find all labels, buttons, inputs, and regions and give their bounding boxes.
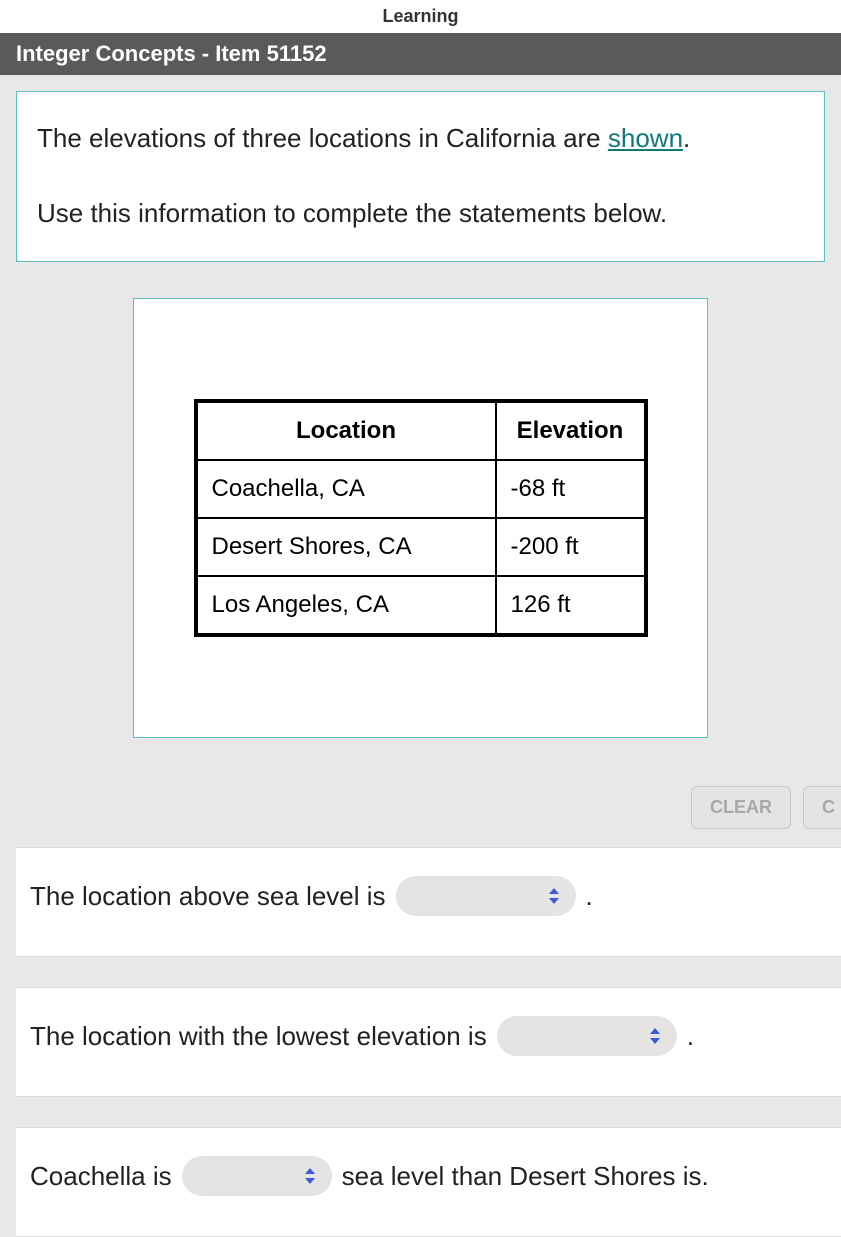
- table-row: Los Angeles, CA 126 ft: [196, 576, 646, 635]
- statement-1-post: .: [586, 881, 593, 912]
- cell-elevation: -68 ft: [496, 460, 646, 518]
- question-box: The elevations of three locations in Cal…: [16, 91, 825, 262]
- page-title: Integer Concepts - Item 51152: [16, 41, 327, 66]
- statement-2-post: .: [687, 1021, 694, 1052]
- cell-location: Coachella, CA: [196, 460, 496, 518]
- statement-3-pre: Coachella is: [30, 1161, 172, 1192]
- secondary-button[interactable]: C: [803, 786, 841, 829]
- col-location: Location: [196, 401, 496, 460]
- statement-2: The location with the lowest elevation i…: [16, 987, 841, 1097]
- updown-icon: [302, 1167, 318, 1185]
- statement-1: The location above sea level is .: [16, 847, 841, 957]
- elevation-table: Location Elevation Coachella, CA -68 ft …: [194, 399, 648, 637]
- statement-1-pre: The location above sea level is: [30, 881, 386, 912]
- table-row: Coachella, CA -68 ft: [196, 460, 646, 518]
- cell-location: Desert Shores, CA: [196, 518, 496, 576]
- updown-icon: [546, 887, 562, 905]
- app-header-label: Learning: [382, 6, 458, 26]
- dropdown-above-sea-level[interactable]: [396, 876, 576, 916]
- table-container: Location Elevation Coachella, CA -68 ft …: [133, 298, 708, 738]
- clear-button[interactable]: CLEAR: [691, 786, 791, 829]
- table-header-row: Location Elevation: [196, 401, 646, 460]
- dropdown-coachella-compare[interactable]: [182, 1156, 332, 1196]
- dropdown-lowest-elevation[interactable]: [497, 1016, 677, 1056]
- cell-location: Los Angeles, CA: [196, 576, 496, 635]
- statement-3: Coachella is sea level than Desert Shore…: [16, 1127, 841, 1237]
- col-elevation: Elevation: [496, 401, 646, 460]
- updown-icon: [647, 1027, 663, 1045]
- question-text-post: .: [683, 123, 690, 153]
- statement-2-pre: The location with the lowest elevation i…: [30, 1021, 487, 1052]
- cell-elevation: -200 ft: [496, 518, 646, 576]
- button-row: CLEAR C: [0, 738, 841, 847]
- cell-elevation: 126 ft: [496, 576, 646, 635]
- question-instruction: Use this information to complete the sta…: [37, 195, 804, 233]
- question-text-pre: The elevations of three locations in Cal…: [37, 123, 608, 153]
- statement-3-post: sea level than Desert Shores is.: [342, 1161, 709, 1192]
- app-header: Learning: [0, 0, 841, 33]
- table-row: Desert Shores, CA -200 ft: [196, 518, 646, 576]
- shown-link[interactable]: shown: [608, 123, 683, 153]
- title-bar: Integer Concepts - Item 51152: [0, 33, 841, 75]
- question-sentence: The elevations of three locations in Cal…: [37, 120, 804, 158]
